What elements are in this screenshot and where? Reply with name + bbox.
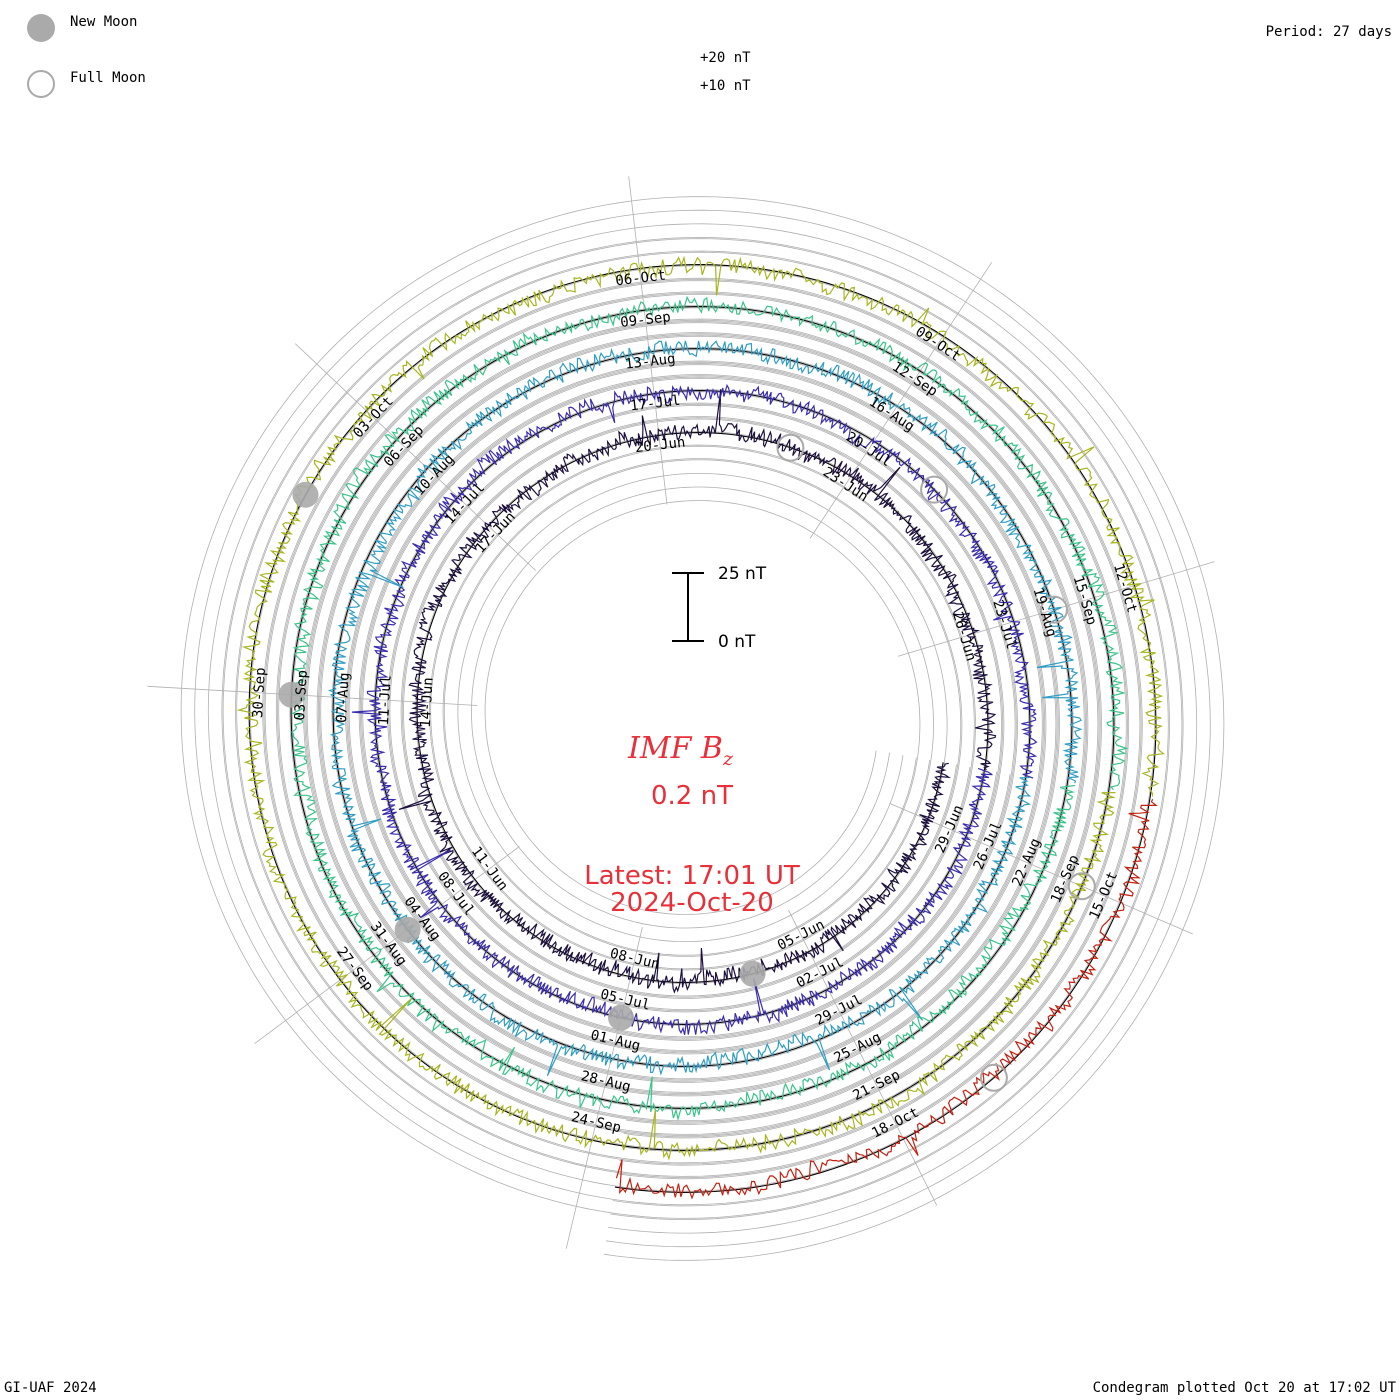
grid-spiral <box>194 209 1211 1248</box>
date-label: 13-Aug <box>624 351 676 373</box>
center-title: IMF Bz <box>627 731 734 770</box>
zero-baseline <box>248 264 1157 1193</box>
scale-bar-top-label: 25 nT <box>718 564 767 584</box>
legend-new-moon-label: New Moon <box>70 14 138 30</box>
full-moon-marker <box>776 433 805 462</box>
date-label: 07-Aug <box>334 672 353 723</box>
ref-label-plus20: +20 nT <box>700 50 751 66</box>
date-label: 20-Jun <box>634 434 686 456</box>
new-moon-marker <box>278 681 305 708</box>
full-moon-marker <box>920 475 949 504</box>
date-label: 03-Sep <box>292 670 311 721</box>
center-value: 0.2 nT <box>651 781 733 811</box>
grid-spoke <box>295 343 536 571</box>
grid-spoke <box>565 927 643 1249</box>
legend-full-moon-label: Full Moon <box>70 70 146 86</box>
new-moon-marker <box>292 481 319 508</box>
date-label: 30-Sep <box>250 667 269 718</box>
full-moon-marker <box>979 1063 1008 1092</box>
center-latest-time: Latest: 17:01 UT <box>584 861 800 891</box>
trace-layer <box>236 255 1166 1200</box>
bz-trace-5 <box>236 255 1166 1161</box>
scale-bar-bottom-label: 0 nT <box>718 632 756 652</box>
date-label: 14-Jun <box>418 677 437 728</box>
center-title-main: IMF B <box>627 731 723 766</box>
grid-spoke <box>889 802 1193 935</box>
new-moon-icon <box>27 14 55 42</box>
grid-spiral <box>235 250 1170 1207</box>
ref-label-plus10: +10 nT <box>700 78 751 94</box>
scale-bar: 25 nT 0 nT <box>672 564 767 652</box>
legend-moon-icons <box>27 14 55 98</box>
new-moon-marker <box>739 960 766 987</box>
moon-layer <box>278 433 1096 1092</box>
grid-layer <box>147 176 1225 1261</box>
bz-trace-6 <box>615 798 1158 1200</box>
center-latest-date: 2024-Oct-20 <box>610 888 774 918</box>
grid-spiral <box>180 196 1225 1261</box>
bz-trace-4 <box>291 295 1129 1122</box>
grid-spoke <box>788 909 938 1206</box>
new-moon-marker <box>394 916 421 943</box>
bz-trace-3 <box>327 340 1083 1077</box>
footer-credit: GI-UAF 2024 <box>4 1380 97 1396</box>
date-label: 02-Jul <box>794 954 846 991</box>
grid-spiral <box>289 304 1116 1153</box>
baseline-layer <box>248 264 1157 1193</box>
bz-trace-2 <box>351 383 1038 1035</box>
grid-spoke <box>628 176 668 505</box>
center-title-subscript: z <box>722 748 734 770</box>
period-label: Period: 27 days <box>1265 24 1392 40</box>
grid-spiral <box>262 277 1143 1180</box>
full-moon-marker <box>1040 595 1068 624</box>
grid-spoke <box>809 262 993 539</box>
date-label: 17-Jul <box>629 393 681 415</box>
grid-spiral <box>275 291 1130 1166</box>
grid-spiral <box>303 318 1102 1139</box>
footer-plot-time: Condegram plotted Oct 20 at 17:02 UT <box>1092 1380 1396 1396</box>
new-moon-marker <box>608 1004 634 1031</box>
full-moon-marker <box>1067 872 1096 901</box>
date-label: 06-Oct <box>615 268 667 290</box>
grid-spiral <box>221 236 1184 1221</box>
date-label: 09-Sep <box>619 309 671 331</box>
grid-spiral <box>316 332 1089 1125</box>
full-moon-icon <box>27 70 55 98</box>
bz-trace-1 <box>398 389 997 994</box>
grid-spoke <box>897 561 1215 657</box>
date-label: 11-Jul <box>376 674 395 725</box>
